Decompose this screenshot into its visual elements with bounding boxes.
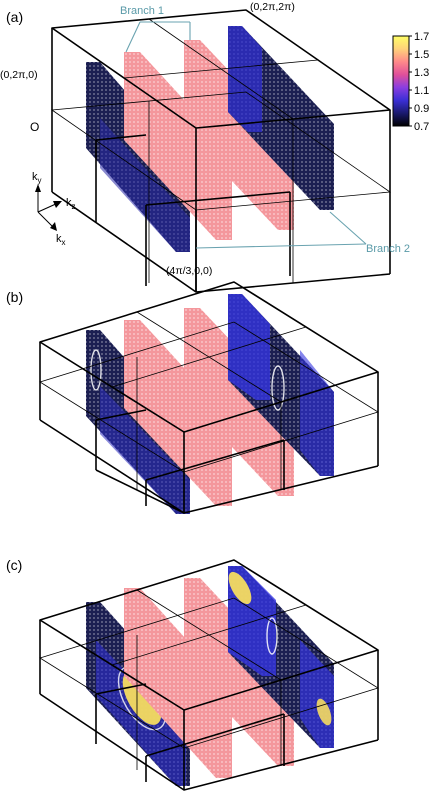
sheet-right-navy-a [228, 26, 334, 210]
panel-b: (b) [6, 281, 379, 514]
colorbar-tick-label: 0.9 [414, 103, 429, 115]
sheet-pink-branch1-c [124, 588, 232, 778]
panel-label-b: (b) [6, 289, 23, 305]
sheet-pink-branch1-b [124, 320, 232, 506]
branch1-callout-a: Branch 1 [120, 5, 191, 53]
colorbar-tick-label: 1.3 [414, 67, 429, 79]
coord-bottom-a: (4π/3,0,0) [166, 265, 212, 277]
kz-label: kz [66, 197, 76, 211]
branch1-label-a: Branch 1 [120, 5, 164, 17]
panel-label-c: (c) [6, 557, 22, 573]
ky-label: ky [32, 171, 42, 185]
panel-a: (a) [0, 1, 429, 293]
sheet-right-navy-c [228, 566, 334, 748]
sheet-left-navy-a [86, 62, 190, 252]
colorbar-tick-label: 1.7 [414, 31, 429, 43]
bz-frame-c [39, 559, 379, 791]
sheet-pink-branch2-a [184, 40, 294, 230]
branch2-label-a: Branch 2 [366, 243, 410, 255]
sheet-pink-branch1-a [124, 52, 232, 240]
colorbar: 1.7 1.5 1.3 1.1 0.9 0.7 [392, 31, 429, 133]
hotspot-right-c [316, 698, 332, 726]
colorbar-tick-label: 1.1 [414, 85, 429, 97]
coord-top-right-a: (0,2π,2π) [250, 1, 295, 13]
sheet-right-navy-b [228, 294, 334, 476]
origin-label-a: O [30, 120, 39, 134]
branch2-callout-a: Branch 2 [195, 211, 410, 255]
colorbar-tick-label: 1.5 [414, 49, 429, 61]
panel-c: (c) [6, 557, 379, 791]
colorbar-tick-label: 0.7 [414, 121, 429, 133]
panel-label-a: (a) [6, 9, 23, 25]
bz-frame-a [50, 9, 392, 293]
sheet-pink-branch2-b [184, 308, 294, 496]
bz-frame-b [39, 281, 379, 514]
coord-left-a: (0,2π,0) [0, 69, 38, 81]
kx-label: kx [56, 233, 66, 247]
hotspot-top-right-c [228, 571, 252, 605]
colorbar-ticks: 1.7 1.5 1.3 1.1 0.9 0.7 [409, 31, 429, 133]
colorbar-gradient-bar [392, 35, 410, 127]
axes-triad: ky kz kx [32, 171, 76, 247]
